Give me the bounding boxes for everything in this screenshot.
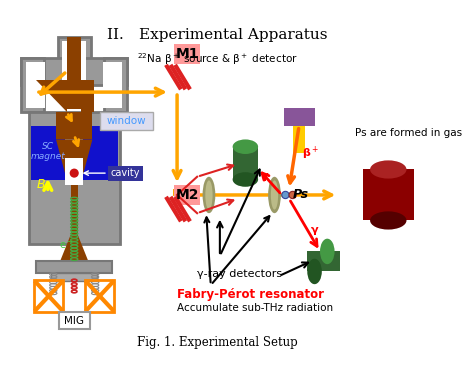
Text: window: window (106, 116, 146, 126)
Bar (233, 147, 258, 179)
Bar (56, 112, 92, 139)
Bar (65, 158, 83, 185)
Text: β$^+$: β$^+$ (302, 144, 319, 162)
Bar (174, 185, 200, 205)
Bar (71, 180, 78, 235)
Text: Ps: Ps (293, 189, 309, 201)
Bar (293, 126, 305, 153)
Bar (67, 37, 82, 109)
Bar (174, 44, 200, 64)
Text: $^{22}$Na β$^+$ source & β$^+$ detector: $^{22}$Na β$^+$ source & β$^+$ detector (137, 51, 298, 67)
Bar (59, 313, 90, 329)
Text: e$^-$: e$^-$ (59, 241, 73, 251)
Ellipse shape (233, 172, 258, 187)
Bar (29, 112, 120, 244)
Bar (82, 80, 94, 112)
Text: γ: γ (261, 171, 268, 181)
Text: cavity: cavity (110, 168, 140, 178)
Ellipse shape (202, 177, 215, 213)
Bar (52, 273, 97, 280)
Bar (307, 251, 340, 272)
Text: MIG: MIG (64, 315, 84, 325)
Bar (283, 108, 315, 126)
Circle shape (282, 192, 289, 199)
Bar (26, 62, 45, 108)
Bar (63, 41, 86, 82)
Circle shape (289, 192, 296, 199)
Bar (100, 112, 153, 130)
Polygon shape (56, 139, 92, 180)
Polygon shape (36, 80, 67, 112)
Circle shape (70, 169, 79, 177)
Text: Ps are formed in gas: Ps are formed in gas (355, 128, 462, 138)
Bar (104, 58, 127, 112)
Text: γ: γ (311, 225, 319, 235)
Text: M2: M2 (175, 188, 199, 202)
Bar (21, 58, 44, 112)
Ellipse shape (233, 139, 258, 154)
Bar (21, 58, 127, 85)
Bar (83, 126, 118, 180)
Bar (363, 169, 414, 220)
Text: Fabry-Pérot resonator: Fabry-Pérot resonator (177, 288, 324, 301)
Bar (173, 189, 180, 196)
Bar (103, 62, 122, 108)
Ellipse shape (271, 180, 278, 210)
Bar (34, 280, 64, 313)
Text: $\mathit{B}$: $\mathit{B}$ (36, 177, 46, 190)
Text: Accumulate sub-THz radiation: Accumulate sub-THz radiation (177, 303, 333, 313)
Ellipse shape (370, 161, 407, 179)
Ellipse shape (370, 211, 407, 230)
Text: Fig. 1. Experimental Setup: Fig. 1. Experimental Setup (137, 336, 298, 349)
Ellipse shape (205, 180, 212, 210)
Text: SC
magnet: SC magnet (30, 142, 65, 161)
Text: II. Experimental Apparatus: II. Experimental Apparatus (107, 28, 328, 42)
Ellipse shape (307, 259, 322, 284)
Polygon shape (60, 235, 89, 262)
Text: M1: M1 (175, 47, 199, 61)
Bar (58, 37, 91, 87)
Bar (36, 261, 112, 273)
Bar (30, 126, 65, 180)
Text: γ-ray detectors: γ-ray detectors (197, 269, 282, 279)
Bar (85, 280, 114, 313)
Ellipse shape (268, 177, 281, 213)
Ellipse shape (320, 239, 335, 264)
